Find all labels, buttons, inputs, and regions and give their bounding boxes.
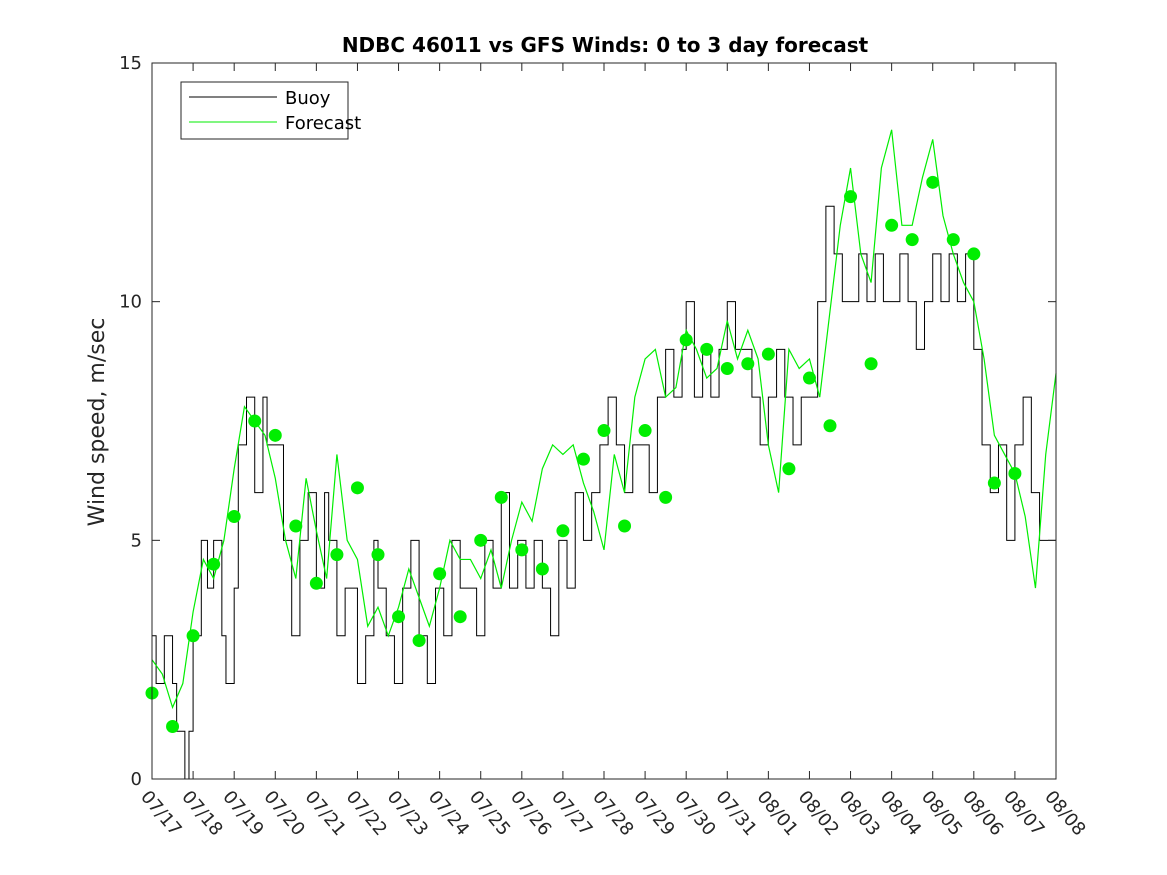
forecast-point [597, 424, 611, 438]
forecast-point [638, 424, 652, 438]
forecast-point [844, 190, 858, 204]
forecast-point [515, 543, 529, 557]
forecast-point [289, 519, 303, 533]
forecast-point [987, 476, 1001, 490]
y-tick-label: 5 [131, 530, 142, 551]
forecast-point [412, 634, 426, 648]
legend-buoy-label: Buoy [285, 88, 331, 109]
plot-area [145, 63, 1057, 780]
forecast-point [659, 490, 673, 504]
forecast-point [494, 490, 508, 504]
forecast-point [720, 361, 734, 375]
forecast-point [309, 576, 323, 590]
forecast-point [905, 233, 919, 247]
forecast-point [433, 567, 447, 581]
forecast-point [741, 357, 755, 371]
plot-background [152, 63, 1056, 779]
forecast-point [823, 419, 837, 433]
forecast-point [453, 610, 467, 624]
series-line-buoy [152, 205, 1056, 780]
forecast-point [700, 342, 714, 356]
legend-box [180, 81, 349, 140]
forecast-point [535, 562, 549, 576]
forecast-point [166, 719, 180, 733]
forecast-point [1008, 467, 1022, 481]
forecast-point [371, 548, 385, 562]
forecast-point [474, 533, 488, 547]
series-line-forecast [151, 129, 1057, 710]
forecast-point [618, 519, 632, 533]
y-tick-label: 10 [119, 292, 142, 313]
forecast-point [556, 524, 570, 538]
legend-forecast-label: Forecast [285, 113, 361, 134]
chart-title: NDBC 46011 vs GFS Winds: 0 to 3 day fore… [342, 33, 869, 57]
y-tick-label: 15 [119, 53, 142, 74]
y-tick-label: 0 [131, 769, 142, 790]
forecast-point [350, 481, 364, 495]
forecast-point [926, 175, 940, 189]
forecast-point [761, 347, 775, 361]
y-axis-label: Wind speed, m/sec [85, 318, 110, 527]
forecast-point [802, 371, 816, 385]
legend: Buoy Forecast [180, 81, 361, 140]
forecast-point [248, 414, 262, 428]
forecast-point [782, 462, 796, 476]
forecast-point [576, 452, 590, 466]
forecast-point [967, 247, 981, 261]
forecast-point [207, 557, 221, 571]
forecast-point [268, 428, 282, 442]
forecast-point [227, 509, 241, 523]
forecast-point [864, 357, 878, 371]
forecast-point [679, 333, 693, 347]
forecast-point [946, 233, 960, 247]
forecast-point [186, 629, 200, 643]
forecast-point [885, 218, 899, 232]
forecast-point [392, 610, 406, 624]
forecast-point [330, 548, 344, 562]
